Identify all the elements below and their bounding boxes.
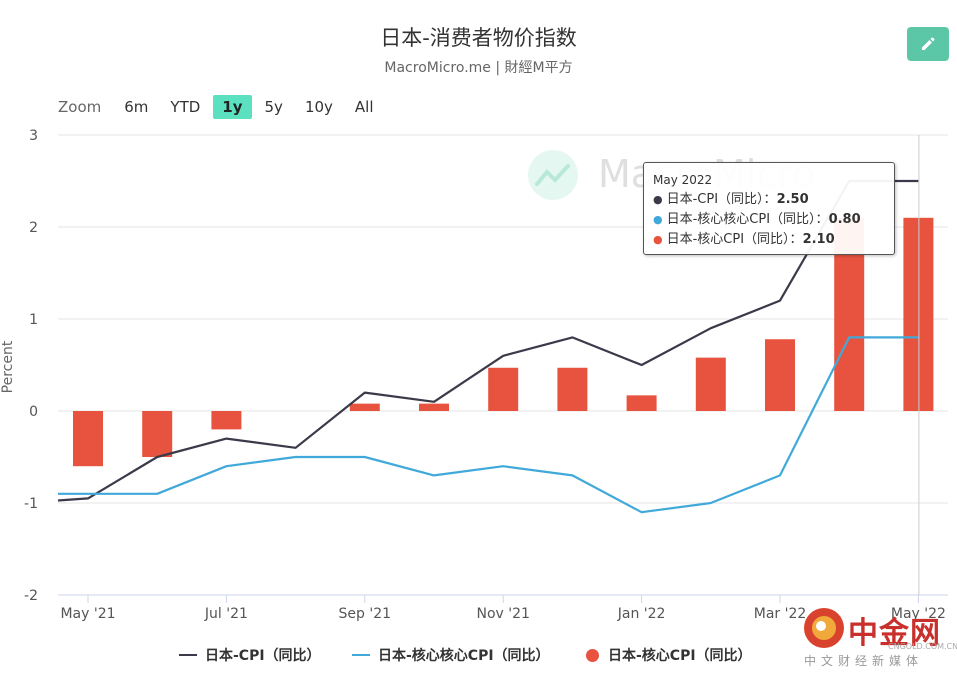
edit-button[interactable] <box>907 27 949 61</box>
series-line <box>58 336 919 514</box>
range-button-6m[interactable]: 6m <box>124 98 149 116</box>
legend-circle-symbol <box>586 648 599 662</box>
legend-line-symbol <box>179 654 197 656</box>
tooltip-dot: ● <box>653 213 663 226</box>
zoom-label: Zoom <box>58 98 102 116</box>
legend-item-cpi[interactable]: 日本-CPI（同比） <box>179 645 321 665</box>
tooltip-row-core-cpi: ● 日本-核心CPI（同比）：2.10 <box>653 230 894 250</box>
y-axis-label: Percent <box>0 340 16 393</box>
cpi-chart[interactable]: -2 -1 0 1 2 3 May '21 Jul '21 Sep '21 Nov '21 Jan… <box>0 0 957 640</box>
legend-label: 日本-核心CPI（同比） <box>608 648 752 664</box>
range-button-10y[interactable]: 10y <box>304 98 333 116</box>
tooltip-value: 0.80 <box>828 212 861 227</box>
tooltip-row-core-core-cpi: ● 日本-核心核心CPI（同比）：0.80 <box>653 210 894 230</box>
brand-name: 中金网 <box>848 616 941 651</box>
core-cpi-bar <box>557 367 588 411</box>
legend: 日本-CPI（同比） 日本-核心核心CPI（同比） 日本-核心CPI（同比） <box>0 645 957 667</box>
range-button-all[interactable]: All <box>354 98 374 116</box>
y-tick-label: 0 <box>29 404 38 420</box>
x-tick-label: May '22 <box>891 606 946 622</box>
legend-item-core-core-cpi[interactable]: 日本-核心核心CPI（同比） <box>352 645 550 665</box>
watermark <box>528 150 578 200</box>
pencil-icon <box>922 37 935 50</box>
tooltip: May 2022 ● 日本-CPI（同比）：2.50 ● 日本-核心核心CPI（同比… <box>643 162 895 255</box>
tooltip-label: 日本-CPI（同比）： <box>666 192 777 207</box>
y-tick-label: 3 <box>29 128 38 144</box>
tooltip-label: 日本-核心核心CPI（同比）： <box>666 212 829 227</box>
legend-line-symbol <box>352 654 370 656</box>
y-tick-label: -1 <box>24 496 38 512</box>
range-button-1y[interactable]: 1y <box>213 95 252 119</box>
y-tick-label: -2 <box>24 588 38 604</box>
brand-domain: CNGOLD.COM.CN <box>888 642 957 651</box>
brand-logo-icon <box>804 608 844 648</box>
tooltip-value: 2.10 <box>802 232 835 247</box>
brand-tagline: 中文财经新媒体 <box>804 654 924 668</box>
range-button-ytd[interactable]: YTD <box>170 98 201 116</box>
core-cpi-bar <box>211 411 242 430</box>
legend-item-core-cpi[interactable]: 日本-核心CPI（同比） <box>586 645 752 665</box>
core-cpi-bar <box>765 339 795 411</box>
core-cpi-bar <box>488 367 519 411</box>
core-cpi-bar <box>419 403 449 411</box>
range-selector: Zoom 6m YTD 1y 5y 10y All <box>58 94 387 120</box>
brand-watermark: 中金网 CNGOLD.COM.CN 中文财经新媒体 <box>800 606 957 670</box>
x-tick-label: Jan '22 <box>617 606 666 622</box>
tooltip-value: 2.50 <box>776 192 809 207</box>
y-axis-ticks: -2 -1 0 1 2 3 <box>24 128 38 604</box>
x-tick-label: Jul '21 <box>204 606 248 622</box>
core-cpi-bar <box>695 357 726 411</box>
x-tick-label: Mar '22 <box>754 606 807 622</box>
y-tick-label: 1 <box>29 312 38 328</box>
tooltip-dot: ● <box>653 193 663 206</box>
range-button-5y[interactable]: 5y <box>264 98 283 116</box>
y-tick-label: 2 <box>29 220 38 236</box>
x-tick-label: Sep '21 <box>339 606 392 622</box>
x-tick-label: May '21 <box>60 606 115 622</box>
core-cpi-bar <box>626 395 657 411</box>
core-cpi-bar <box>349 403 380 411</box>
legend-label: 日本-核心核心CPI（同比） <box>378 648 550 664</box>
series-line <box>57 179 919 502</box>
series-lines <box>57 179 919 514</box>
tooltip-date: May 2022 <box>653 173 713 187</box>
core-cpi-bar <box>142 411 173 457</box>
core-cpi-bar <box>73 411 103 467</box>
tooltip-label: 日本-核心CPI（同比）： <box>666 232 803 247</box>
legend-label: 日本-CPI（同比） <box>205 648 321 664</box>
x-axis-ticks: May '21 Jul '21 Sep '21 Nov '21 Jan '22 Mar '… <box>60 595 946 622</box>
x-tick-label: Nov '21 <box>476 606 529 622</box>
chart-title: 日本-消费者物价指数 <box>380 26 577 50</box>
chart-subtitle: MacroMicro.me | 財經M平方 <box>384 60 573 76</box>
tooltip-dot: ● <box>653 233 663 246</box>
tooltip-row-cpi: ● 日本-CPI（同比）：2.50 <box>653 190 894 210</box>
